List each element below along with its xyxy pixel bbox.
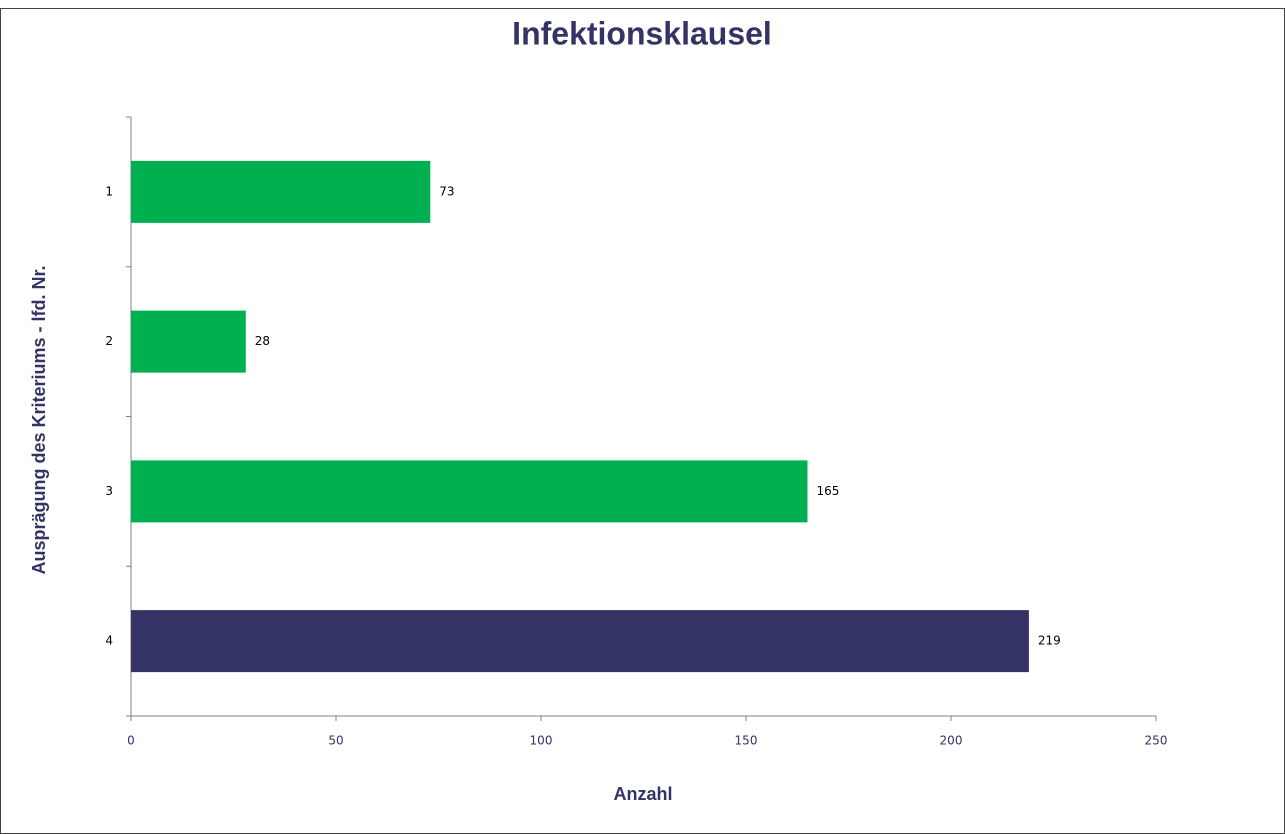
bar <box>131 610 1029 673</box>
data-label: 165 <box>817 484 840 498</box>
x-tick-label: 200 <box>940 734 963 748</box>
x-tick-label: 100 <box>530 734 553 748</box>
data-label: 73 <box>439 184 454 198</box>
x-tick-label: 150 <box>735 734 758 748</box>
chart-title: Infektionsklausel <box>512 15 772 51</box>
data-label: 28 <box>255 334 270 348</box>
x-axis-label: Anzahl <box>613 784 672 804</box>
x-tick-label: 250 <box>1145 734 1168 748</box>
y-tick-label: 3 <box>105 484 113 498</box>
x-tick-label: 50 <box>328 734 343 748</box>
bar <box>131 160 431 223</box>
data-label: 219 <box>1038 634 1061 648</box>
x-tick-label: 0 <box>127 734 135 748</box>
bar <box>131 310 246 373</box>
y-axis-label: Ausprägung des Kriteriums - lfd. Nr. <box>29 265 49 574</box>
y-tick-label: 4 <box>105 634 113 648</box>
bar <box>131 460 808 523</box>
y-tick-label: 1 <box>105 184 113 198</box>
chart-frame <box>0 8 1285 834</box>
y-tick-label: 2 <box>105 334 113 348</box>
